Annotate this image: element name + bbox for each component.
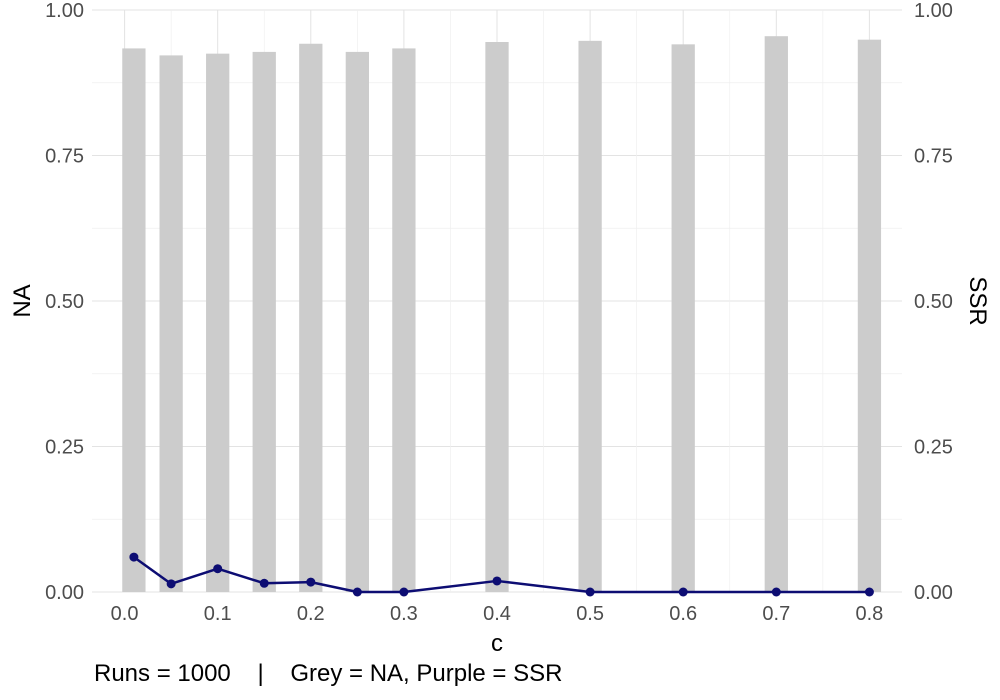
x-tick-label: 0.5 (576, 603, 604, 625)
ssr-point (678, 587, 688, 597)
y-axis-title-left: NA (9, 284, 36, 317)
y-tick-label-left: 1.00 (45, 0, 84, 22)
na-bar (252, 51, 276, 593)
y-tick-label-right: 0.50 (914, 291, 953, 313)
ssr-series-line (133, 556, 870, 594)
na-bar (485, 42, 509, 592)
ssr-point (771, 587, 781, 597)
ssr-point (399, 587, 409, 597)
y-tick-label-left: 0.75 (45, 146, 84, 168)
x-axis-title: c (491, 630, 503, 657)
ssr-point (129, 552, 139, 562)
y-tick-label-left: 0.25 (45, 437, 84, 459)
ssr-line (129, 552, 874, 597)
x-tick-label: 0.7 (762, 603, 790, 625)
x-tick-label: 0.2 (297, 603, 325, 625)
x-tick-label: 0.3 (390, 603, 418, 625)
ssr-point (864, 587, 874, 597)
y-axis-title-right: SSR (964, 276, 991, 325)
x-tick-label: 0.1 (204, 603, 232, 625)
y-tick-label-right: 0.75 (914, 146, 953, 168)
ssr-point (213, 564, 223, 574)
ssr-point (166, 579, 176, 589)
na-bar (392, 48, 416, 593)
bars (122, 36, 882, 593)
na-bar (299, 43, 323, 593)
y-tick-label-right: 1.00 (914, 0, 953, 22)
na-bar (764, 36, 788, 592)
na-bar (578, 40, 602, 592)
y-tick-label-right: 0.25 (914, 437, 953, 459)
y-tick-label-right: 0.00 (914, 582, 953, 604)
na-bar (345, 51, 369, 593)
x-tick-label: 0.4 (483, 603, 511, 625)
x-tick-label: 0.8 (856, 603, 884, 625)
x-tick-label: 0.0 (111, 603, 139, 625)
y-tick-label-left: 0.00 (45, 582, 84, 604)
na-bar (122, 48, 146, 593)
ssr-point (585, 587, 595, 597)
ssr-point (492, 576, 502, 586)
caption: Runs = 1000 | Grey = NA, Purple = SSR (94, 660, 563, 687)
y-tick-label-left: 0.50 (45, 291, 84, 313)
ssr-point (352, 587, 362, 597)
na-bar (857, 39, 882, 592)
na-bar (671, 44, 695, 592)
x-tick-label: 0.6 (669, 603, 697, 625)
na-bar (159, 55, 183, 593)
na-bar (206, 53, 230, 592)
ssr-point (259, 578, 269, 588)
tick-labels: 0.00 0.00 0.25 0.25 0.50 0.50 0.75 0.75 1.00 1.00… (45, 0, 953, 625)
ssr-point (306, 577, 316, 587)
